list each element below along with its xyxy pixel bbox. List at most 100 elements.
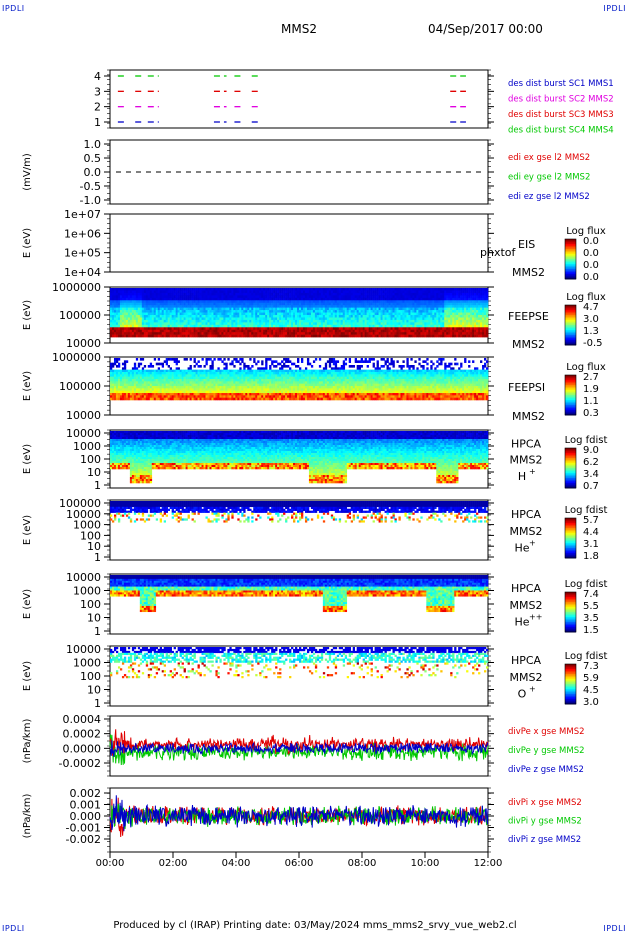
spectrogram-cell (322, 295, 326, 299)
spectrogram-cell (332, 305, 336, 308)
spectrogram-cell (388, 324, 391, 328)
spectrogram-cell (151, 365, 155, 368)
spectrogram-cell (197, 372, 200, 375)
spectrogram-cell (121, 302, 125, 306)
spectrogram-cell (283, 324, 286, 328)
spectrogram-cell (400, 312, 403, 316)
spectrogram-cell (235, 317, 238, 321)
spectrogram-cell (211, 307, 214, 311)
spectrogram-cell (271, 305, 274, 308)
spectrogram-cell (273, 307, 276, 311)
spectrogram-cell (243, 290, 246, 294)
spectrogram-cell (432, 312, 435, 316)
spectrogram-cell (426, 319, 429, 323)
spectrogram-cell (267, 297, 270, 301)
spectrogram-cell (211, 376, 214, 380)
spectrogram-cell (171, 295, 174, 299)
spectrogram-cell (125, 322, 129, 326)
spectrogram-cell (165, 386, 168, 389)
spectrogram-cell (207, 322, 210, 326)
spectrogram-cell (137, 315, 141, 318)
spectrogram-cell (145, 383, 149, 387)
spectrogram-cell (396, 300, 399, 304)
spectrogram-cell (279, 334, 282, 338)
spectrogram-cell (458, 319, 461, 323)
spectrogram-cell (283, 329, 286, 333)
spectrogram-cell (484, 317, 487, 321)
spectrogram-cell (362, 305, 365, 308)
spectrogram-cell (424, 327, 427, 331)
spectrogram-cell (189, 322, 192, 326)
spectrogram-cell (320, 297, 324, 301)
spectrogram-cell (406, 300, 409, 304)
spectrogram-cell (273, 322, 276, 326)
spectrogram-cell (476, 332, 479, 335)
spectrogram-cell (267, 334, 270, 338)
spectrogram-cell (193, 297, 196, 301)
spectrogram-cell (119, 397, 123, 401)
spectrogram-cell (255, 302, 258, 306)
spectrogram-cell (213, 381, 216, 384)
spectrogram-cell (235, 307, 238, 311)
spectrogram-cell (269, 310, 272, 313)
spectrogram-cell (482, 327, 485, 331)
spectrogram-cell (394, 312, 397, 316)
spectrogram-cell (169, 334, 172, 338)
eis-panel-colorbar-cell (565, 239, 576, 242)
spectrogram-cell (253, 297, 256, 301)
spectrogram-cell (472, 332, 475, 335)
spectrogram-cell (398, 317, 401, 321)
spectrogram-cell (243, 334, 246, 338)
spectrogram-cell (370, 332, 373, 335)
spectrogram-cell (428, 302, 431, 306)
spectrogram-cell (199, 386, 202, 389)
spectrogram-cell (223, 302, 226, 306)
spectrogram-cell (161, 397, 165, 401)
spectrogram-cell (133, 315, 137, 318)
spectrogram-cell (133, 292, 137, 296)
spectrogram-cell (356, 324, 359, 328)
spectrogram-cell (237, 319, 240, 323)
spectrogram-cell (436, 300, 439, 304)
spectrogram-cell (145, 332, 149, 335)
spectrogram-cell (364, 312, 367, 316)
spectrogram-cell (392, 295, 395, 299)
spectrogram-cell (145, 295, 149, 299)
spectrogram-cell (410, 312, 413, 316)
spectrogram-cell (297, 332, 300, 335)
spectrogram-cell (438, 305, 441, 308)
spectrogram-cell (169, 292, 172, 296)
spectrogram-cell (299, 305, 302, 308)
spectrogram-cell (480, 334, 483, 338)
spectrogram-cell (165, 315, 168, 318)
spectrogram-cell (129, 327, 133, 331)
spectrogram-cell (283, 315, 286, 318)
feepse-panel-colorbar-cell (565, 311, 576, 314)
spectrogram-cell (283, 312, 286, 316)
spectrogram-cell (314, 315, 318, 318)
spectrogram-cell (151, 288, 155, 291)
spectrogram-cell (197, 334, 200, 338)
spectrogram-cell (189, 397, 192, 401)
spectrogram-cell (442, 332, 445, 335)
spectrogram-cell (396, 307, 399, 311)
spectrogram-cell (167, 315, 170, 318)
spectrogram-cell (442, 319, 445, 323)
spectrogram-cell (322, 302, 326, 306)
spectrogram-cell (368, 315, 371, 318)
spectrogram-cell (185, 374, 188, 377)
spectrogram-cell (185, 315, 188, 318)
spectrogram-cell (273, 317, 276, 321)
spectrogram-cell (183, 393, 186, 396)
spectrogram-cell (110, 295, 113, 299)
spectrogram-cell (362, 290, 365, 294)
spectrogram-cell (378, 288, 381, 291)
feepse-panel-colorbar-cell (565, 320, 576, 323)
spectrogram-cell (249, 327, 252, 331)
spectrogram-cell (291, 334, 294, 338)
spectrogram-cell (398, 300, 401, 304)
spectrogram-cell (119, 395, 123, 398)
spectrogram-cell (394, 315, 397, 318)
spectrogram-cell (207, 317, 210, 321)
spectrogram-cell (486, 329, 489, 333)
